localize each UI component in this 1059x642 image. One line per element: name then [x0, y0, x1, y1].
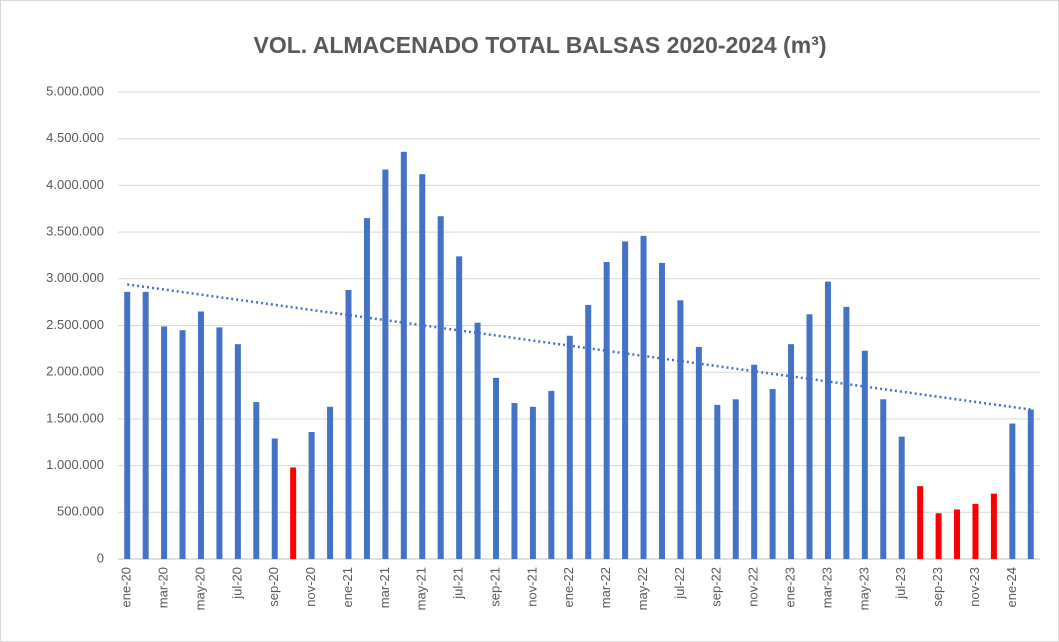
- x-tick-label: jul-22: [672, 567, 687, 600]
- bar: [253, 402, 260, 559]
- bar: [861, 350, 868, 559]
- x-tick-label: may-22: [635, 567, 650, 610]
- bar: [751, 364, 758, 559]
- y-tick-label: 2.000.000: [46, 364, 104, 379]
- x-tick-label: mar-23: [819, 567, 834, 608]
- bar: [566, 335, 573, 559]
- trendline: [127, 283, 1031, 411]
- bar: [935, 513, 942, 559]
- bar: [327, 406, 334, 559]
- bar: [658, 262, 665, 559]
- x-tick-label: jul-21: [451, 567, 466, 600]
- bar: [714, 404, 721, 559]
- bar: [308, 431, 315, 559]
- bar: [234, 344, 241, 559]
- x-tick-label: ene-24: [1004, 567, 1019, 607]
- y-tick-label: 3.000.000: [46, 270, 104, 285]
- x-tick-label: sep-20: [266, 567, 281, 607]
- x-tick-label: jul-20: [229, 567, 244, 600]
- x-tick-label: nov-21: [524, 567, 539, 607]
- y-tick-label: 0: [97, 550, 104, 565]
- x-tick-label: may-21: [414, 567, 429, 610]
- x-tick-label: jul-23: [893, 567, 908, 600]
- y-tick-label: 4.000.000: [46, 177, 104, 192]
- bar: [917, 486, 924, 559]
- bar: [622, 241, 629, 559]
- y-tick-label: 3.500.000: [46, 224, 104, 239]
- bar: [529, 406, 536, 559]
- bar: [216, 327, 223, 559]
- bar: [732, 399, 739, 559]
- x-tick-label: mar-22: [598, 567, 613, 608]
- bar: [1027, 409, 1034, 559]
- bar: [124, 291, 131, 559]
- bar: [197, 311, 204, 559]
- bar: [603, 261, 610, 559]
- x-tick-label: nov-20: [303, 567, 318, 607]
- bar: [880, 399, 887, 559]
- bar: [474, 322, 481, 559]
- bar: [419, 174, 426, 559]
- y-tick-label: 1.500.000: [46, 410, 104, 425]
- bar: [400, 151, 407, 559]
- x-tick-label: ene-23: [782, 567, 797, 607]
- bar: [493, 377, 500, 559]
- bar: [585, 304, 592, 559]
- bar: [695, 346, 702, 559]
- bar: [677, 300, 684, 559]
- bar: [271, 438, 278, 559]
- x-tick-label: may-23: [856, 567, 871, 610]
- bar: [640, 235, 647, 559]
- y-tick-label: 500.000: [57, 504, 104, 519]
- bar: [382, 169, 389, 559]
- bar: [972, 503, 979, 559]
- x-tick-label: ene-21: [340, 567, 355, 607]
- x-tick-label: mar-20: [156, 567, 171, 608]
- bar: [954, 509, 961, 559]
- bar: [437, 216, 444, 560]
- x-tick-label: mar-21: [377, 567, 392, 608]
- bar: [843, 306, 850, 559]
- bar: [290, 467, 297, 559]
- x-tick-label: ene-20: [119, 567, 134, 607]
- bar: [511, 403, 518, 559]
- bar: [788, 344, 795, 559]
- bar: [898, 436, 905, 559]
- bar: [456, 256, 463, 559]
- bar: [824, 281, 831, 559]
- y-tick-label: 4.500.000: [46, 130, 104, 145]
- y-tick-label: 1.000.000: [46, 457, 104, 472]
- x-tick-label: nov-22: [746, 567, 761, 607]
- bar: [363, 218, 370, 559]
- x-tick-label: nov-23: [967, 567, 982, 607]
- chart-title: VOL. ALMACENADO TOTAL BALSAS 2020-2024 (…: [254, 32, 827, 58]
- bar: [769, 389, 776, 559]
- y-tick-label: 2.500.000: [46, 317, 104, 332]
- bar: [161, 326, 168, 559]
- bar: [179, 330, 186, 559]
- bar: [142, 291, 149, 559]
- bar: [1009, 423, 1016, 559]
- x-tick-label: sep-21: [487, 567, 502, 607]
- x-tick-label: sep-23: [930, 567, 945, 607]
- bar: [990, 493, 997, 559]
- x-tick-label: may-20: [192, 567, 207, 610]
- x-tick-label: ene-22: [561, 567, 576, 607]
- x-tick-label: sep-22: [709, 567, 724, 607]
- bar: [345, 290, 352, 559]
- bar: [548, 390, 555, 559]
- bar: [806, 314, 813, 559]
- y-tick-label: 5.000.000: [46, 83, 104, 98]
